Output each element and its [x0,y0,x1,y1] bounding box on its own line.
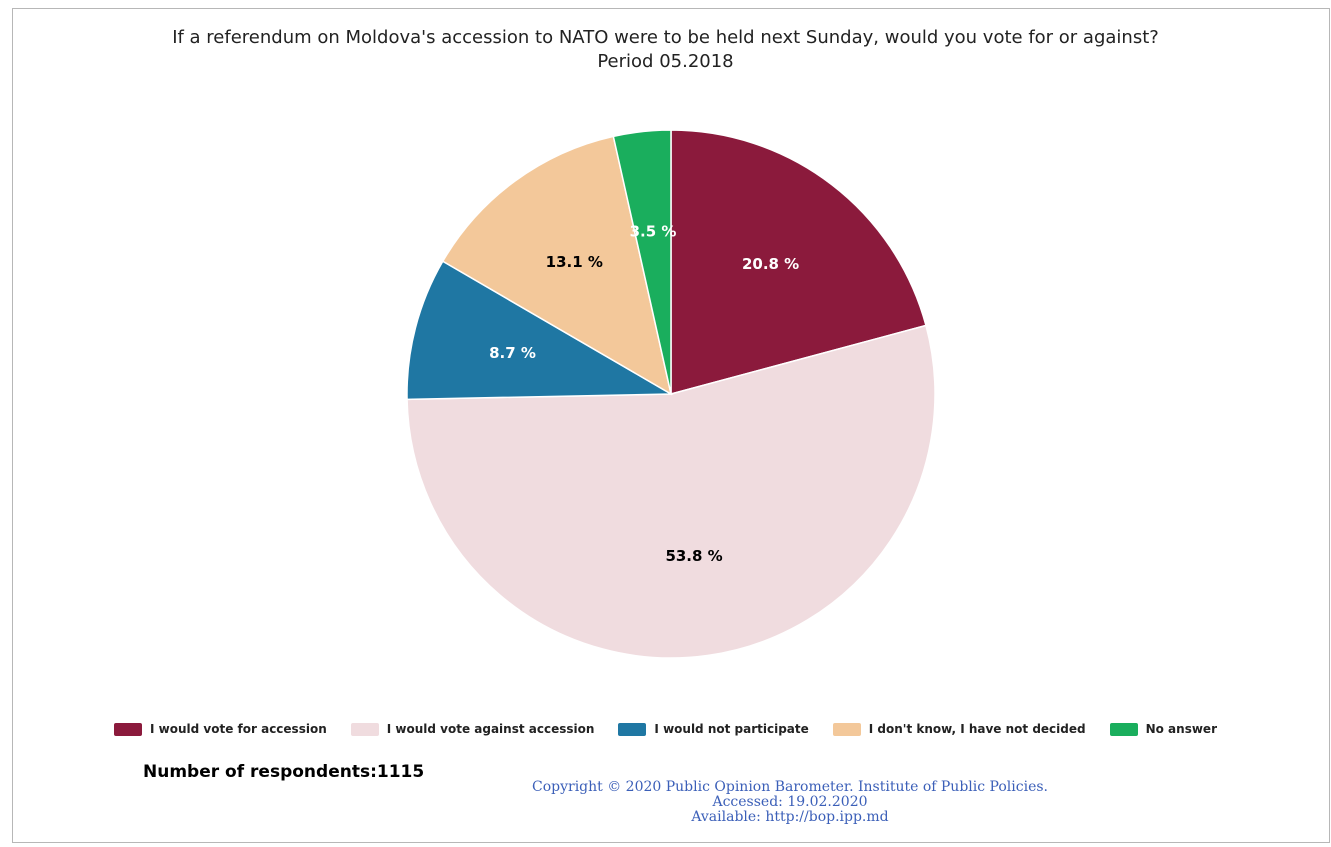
legend-swatch [350,722,379,736]
legend-label: No answer [1145,722,1217,736]
legend-item-0[interactable]: I would vote for accession [114,722,327,736]
accessed-line: Accessed: 19.02.2020 [712,794,868,810]
legend-item-2[interactable]: I would not participate [618,722,809,736]
copyright-block: Copyright © 2020 Public Opinion Baromete… [440,780,1140,825]
legend-label: I would vote for accession [150,722,327,736]
slice-label-2: 8.7 % [489,344,536,362]
legend: I would vote for accession I would vote a… [0,722,1331,736]
pie-slice-1 [406,324,936,659]
pie-slice-0 [670,129,927,395]
legend-item-3[interactable]: I don't know, I have not decided [832,722,1086,736]
legend-item-4[interactable]: No answer [1109,722,1217,736]
legend-item-1[interactable]: I would vote against accession [350,722,595,736]
legend-label: I would not participate [654,722,809,736]
pie-slice-3 [441,135,673,396]
legend-swatch [114,722,143,736]
slice-label-1: 53.8 % [665,547,722,565]
respondents-count: Number of respondents:1115 [143,762,425,782]
legend-swatch [618,722,647,736]
legend-swatch [1109,722,1138,736]
slice-label-4: 3.5 % [630,222,677,240]
legend-label: I would vote against accession [386,722,595,736]
slice-label-0: 20.8 % [742,255,799,273]
chart-subtitle: Period 05.2018 [597,51,734,72]
copyright-line: Copyright © 2020 Public Opinion Baromete… [531,779,1049,795]
chart-title: If a referendum on Moldova's accession t… [172,27,1159,48]
pie-slice-2 [406,260,674,401]
slice-label-3: 13.1 % [546,253,603,271]
legend-swatch [832,722,861,736]
pie-slice-4 [612,129,672,395]
available-line: Available: http://bop.ipp.md [691,809,889,825]
legend-label: I don't know, I have not decided [868,722,1086,736]
